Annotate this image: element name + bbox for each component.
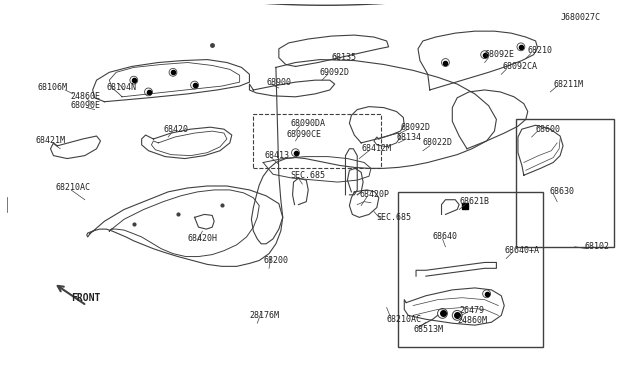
Bar — [398, 192, 543, 347]
Text: FRONT: FRONT — [71, 293, 100, 303]
Text: 68104N: 68104N — [106, 83, 136, 93]
Text: 68621B: 68621B — [459, 197, 489, 206]
Text: 68420P: 68420P — [359, 190, 389, 199]
Text: 68090E: 68090E — [70, 101, 100, 110]
Text: 68421M: 68421M — [36, 137, 66, 145]
Text: 68640+A: 68640+A — [504, 246, 540, 255]
Text: 68092D: 68092D — [401, 123, 430, 132]
Text: 68640: 68640 — [433, 232, 458, 241]
Text: 26479: 26479 — [459, 306, 484, 315]
Text: 68092CA: 68092CA — [502, 62, 538, 71]
Text: 68630: 68630 — [549, 187, 574, 196]
Text: 68211M: 68211M — [553, 80, 583, 89]
Text: 68600: 68600 — [536, 125, 561, 134]
Bar — [253, 115, 381, 169]
Text: 68022D: 68022D — [423, 138, 453, 147]
Text: 68210: 68210 — [528, 46, 553, 55]
Bar — [516, 119, 614, 247]
Text: 28176M: 28176M — [250, 311, 280, 320]
Text: 68106M: 68106M — [38, 83, 68, 93]
Text: 68210AC: 68210AC — [387, 315, 422, 324]
Text: 68513M: 68513M — [413, 325, 443, 334]
Text: 68135: 68135 — [332, 53, 356, 62]
Text: SEC.685: SEC.685 — [377, 213, 412, 222]
Text: 68210AC: 68210AC — [56, 183, 90, 192]
Text: 68090CE: 68090CE — [287, 129, 322, 138]
Text: 24860E: 24860E — [70, 92, 100, 101]
Text: 68134: 68134 — [396, 132, 422, 141]
Text: 68090DA: 68090DA — [291, 119, 326, 128]
Text: 68900: 68900 — [266, 78, 291, 87]
Text: 68200: 68200 — [263, 256, 288, 265]
Text: 68420H: 68420H — [188, 234, 218, 243]
Text: 24860M: 24860M — [457, 316, 487, 325]
Text: SEC.685: SEC.685 — [291, 171, 326, 180]
Text: 68420: 68420 — [163, 125, 188, 134]
Text: 69092D: 69092D — [320, 68, 350, 77]
Text: J680027C: J680027C — [560, 13, 600, 22]
Text: 68413: 68413 — [264, 151, 289, 160]
Text: 68412M: 68412M — [361, 144, 391, 153]
Text: 68102: 68102 — [584, 242, 610, 251]
Text: 68092E: 68092E — [484, 50, 515, 59]
